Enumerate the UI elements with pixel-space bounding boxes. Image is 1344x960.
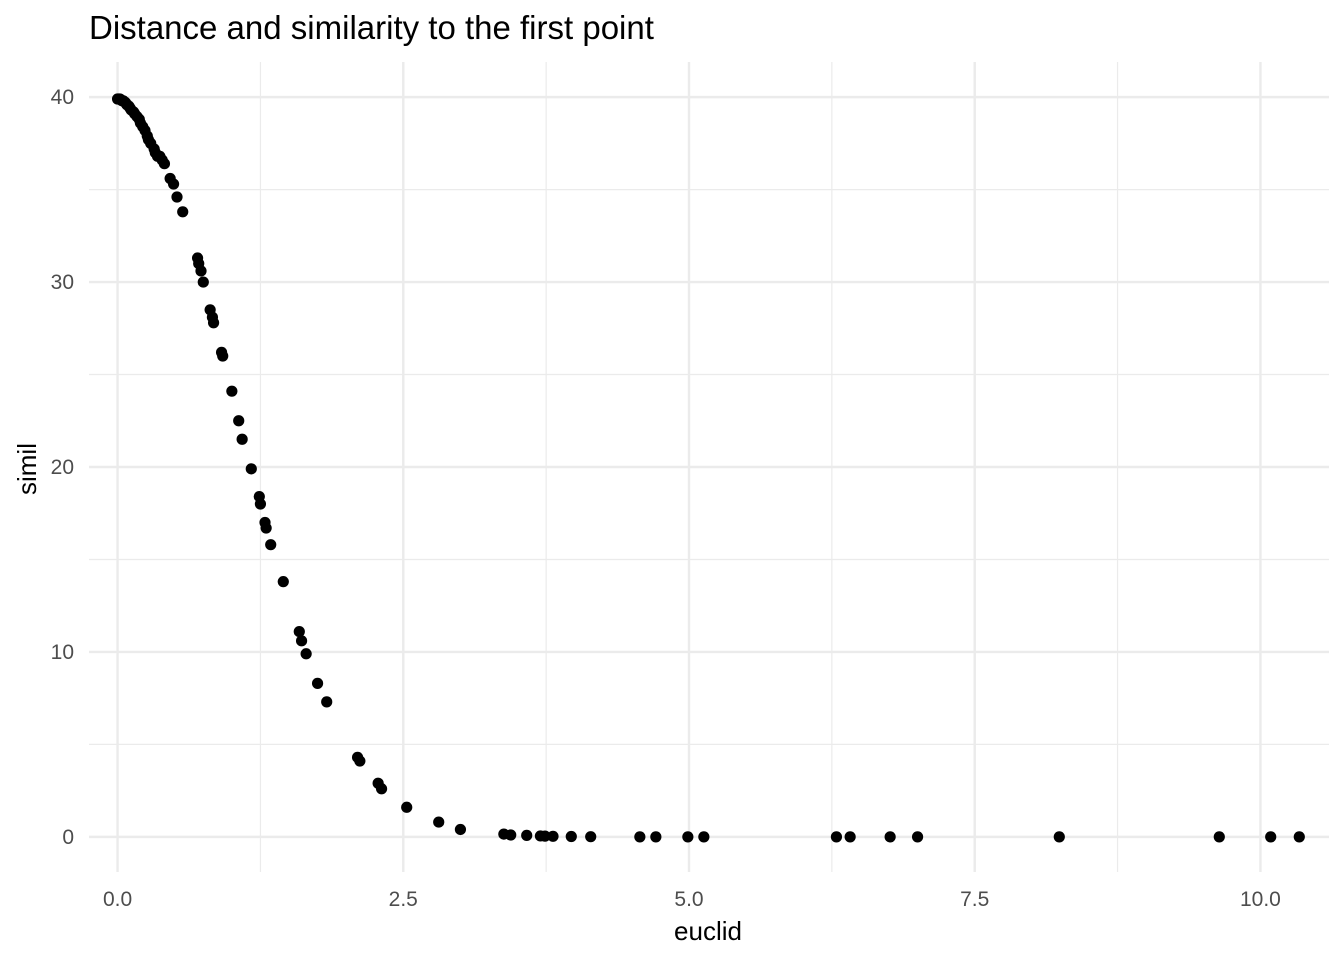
data-point [1053, 831, 1065, 843]
data-point [260, 522, 272, 534]
data-points [111, 93, 1305, 843]
data-point [454, 823, 467, 836]
data-point [354, 755, 366, 767]
y-tick-label: 10 [51, 641, 74, 664]
data-point [844, 831, 856, 843]
data-point [1213, 831, 1225, 843]
data-point [884, 831, 896, 843]
x-tick-label: 7.5 [960, 888, 989, 911]
x-axis-title: euclid [674, 916, 742, 946]
data-point [585, 831, 597, 843]
x-tick-label: 0.0 [103, 888, 132, 911]
data-point [433, 816, 445, 828]
data-point [295, 635, 308, 647]
data-point [375, 783, 388, 795]
x-tick-label: 10.0 [1240, 888, 1281, 911]
data-point [830, 831, 843, 843]
data-point [521, 829, 533, 841]
data-point [698, 831, 710, 843]
data-point [197, 276, 209, 288]
data-point [226, 385, 238, 397]
grid-lines [89, 62, 1329, 872]
x-tick-label: 5.0 [674, 888, 703, 911]
data-point [1265, 831, 1277, 843]
data-point [265, 539, 277, 551]
data-point [207, 317, 220, 329]
y-tick-label: 0 [62, 826, 74, 849]
data-point [401, 801, 413, 813]
x-tick-label: 2.5 [389, 888, 418, 911]
data-point [171, 191, 183, 203]
data-point [539, 830, 551, 842]
data-point [682, 831, 694, 843]
data-point [293, 625, 305, 638]
data-point [277, 576, 289, 588]
data-point [167, 178, 180, 190]
data-point [650, 831, 662, 843]
y-axis-title: simil [12, 443, 42, 495]
y-tick-label: 30 [51, 271, 74, 294]
data-point [254, 498, 267, 510]
data-point [195, 265, 207, 277]
data-point [158, 158, 171, 170]
data-point [565, 830, 577, 843]
y-tick-label: 20 [51, 456, 74, 479]
data-point [217, 350, 229, 362]
data-point [911, 831, 924, 843]
data-point [300, 648, 312, 660]
data-point [505, 829, 517, 841]
y-tick-label: 40 [51, 86, 74, 109]
y-axis-tick-labels: 0 10 20 30 40 [51, 86, 74, 849]
data-point [1293, 831, 1305, 843]
data-point [321, 696, 333, 708]
data-point [236, 433, 248, 445]
data-point [177, 206, 189, 218]
x-axis-tick-labels: 0.0 2.5 5.0 7.5 10.0 [103, 888, 1281, 911]
data-point [233, 415, 245, 427]
data-point [634, 831, 646, 843]
chart-title: Distance and similarity to the first poi… [89, 9, 654, 46]
data-point [311, 677, 324, 689]
data-point [547, 830, 559, 842]
data-point [245, 463, 257, 475]
